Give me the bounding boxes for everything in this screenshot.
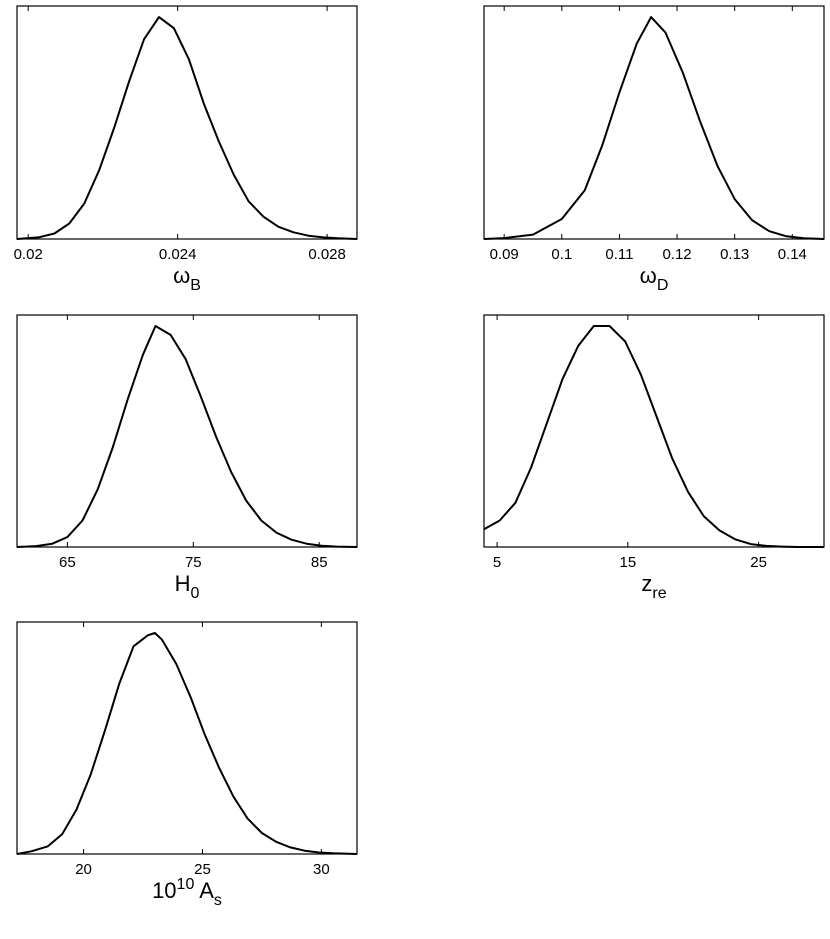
x-tick-label: 0.024 — [159, 246, 197, 263]
x-tick-label: 15 — [620, 554, 637, 571]
x-tick-label: 30 — [313, 861, 330, 878]
panel-3: 65 75 85 H0 — [16, 314, 358, 602]
x-tick-label: 5 — [493, 554, 501, 571]
x-axis-label: zre — [641, 571, 666, 602]
posterior-curve — [483, 16, 825, 240]
panel-4: 5 15 25 zre — [483, 314, 825, 602]
posterior-curve — [483, 325, 824, 548]
plot-frame — [16, 621, 358, 855]
x-tick-label: 0.11 — [605, 246, 633, 263]
plot-frame — [483, 314, 825, 548]
posterior-curve — [16, 325, 358, 548]
x-tick-label: 25 — [750, 554, 767, 571]
x-axis-label: H0 — [175, 571, 200, 602]
plot-frame — [16, 5, 358, 240]
x-tick-label: 0.1 — [551, 246, 572, 263]
x-axis-label: 1010 As — [152, 876, 222, 909]
panel-5: 20 25 30 1010 As — [16, 621, 358, 909]
x-tick-label: 0.02 — [14, 246, 43, 263]
x-tick-label: 0.13 — [720, 246, 749, 263]
x-tick-label: 20 — [75, 861, 92, 878]
posterior-curve — [16, 632, 358, 855]
x-axis-label: ωB — [173, 263, 201, 294]
x-tick-label: 65 — [59, 554, 76, 571]
x-tick-label: 75 — [185, 554, 202, 571]
x-tick-label: 0.12 — [662, 246, 691, 263]
plot-frame — [16, 314, 358, 548]
x-tick-label: 0.09 — [490, 246, 519, 263]
x-axis-label: ωD — [640, 263, 669, 294]
x-tick-label: 0.028 — [308, 246, 346, 263]
panel-2: 0.09 0.1 0.11 0.12 0.13 0.14 ωD — [483, 5, 825, 294]
x-tick-label: 85 — [311, 554, 328, 571]
x-tick-label: 0.14 — [778, 246, 807, 263]
x-tick-label: 25 — [194, 861, 211, 878]
panel-1: 0.02 0.024 0.028 ωB — [14, 5, 358, 294]
posterior-curve — [16, 16, 358, 240]
plot-frame — [483, 5, 825, 240]
